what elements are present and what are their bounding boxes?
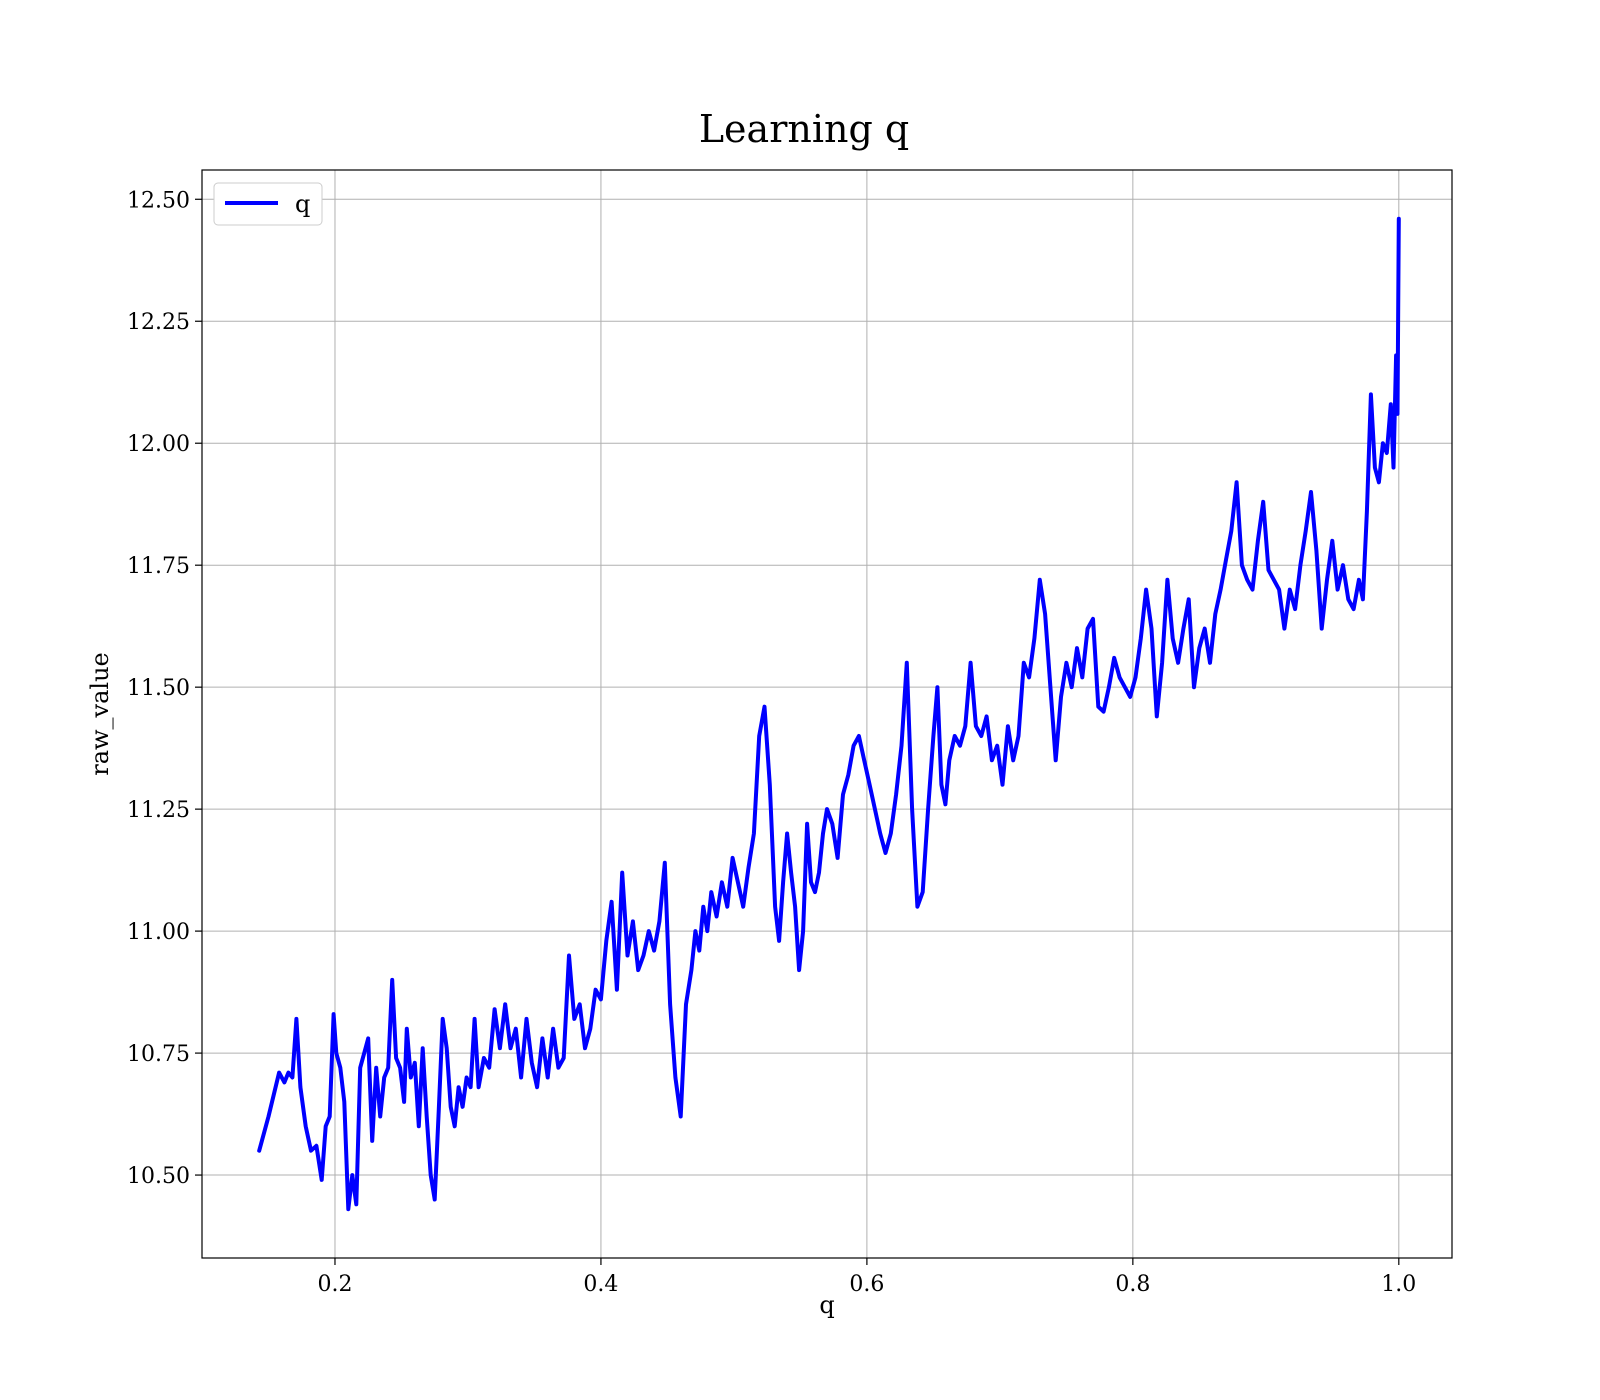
x-tick-label: 0.8 — [1115, 1272, 1150, 1297]
x-tick-label: 0.2 — [317, 1272, 352, 1297]
series-line-q — [257, 216, 1401, 1212]
legend: q — [213, 182, 323, 226]
y-tick-label: 12.50 — [127, 188, 190, 213]
y-tick-label: 12.25 — [127, 310, 190, 335]
y-tick-label: 10.75 — [127, 1042, 190, 1067]
y-tick-label: 11.00 — [127, 920, 190, 945]
y-tick-label: 11.75 — [127, 554, 190, 579]
legend-entry-q: q — [295, 190, 310, 218]
x-tick-label: 0.4 — [583, 1272, 618, 1297]
y-axis-label: raw_value — [86, 652, 114, 776]
y-tick-label: 10.50 — [127, 1164, 190, 1189]
y-axis: 10.50 10.75 11.00 11.25 11.50 11.75 12.00 12.25… — [127, 188, 202, 1189]
x-axis: 0.2 0.4 0.6 0.8 1.0 — [317, 1258, 1416, 1297]
chart-title: Learning q — [699, 107, 909, 151]
y-tick-label: 12.00 — [127, 432, 190, 457]
plot-series-layer — [257, 216, 1401, 1212]
y-tick-label: 11.25 — [127, 798, 190, 823]
x-tick-label: 0.6 — [849, 1272, 884, 1297]
x-tick-label: 1.0 — [1381, 1272, 1416, 1297]
plot-frame — [201, 169, 1453, 1259]
y-tick-label: 11.50 — [127, 676, 190, 701]
x-axis-label: q — [819, 1291, 834, 1319]
